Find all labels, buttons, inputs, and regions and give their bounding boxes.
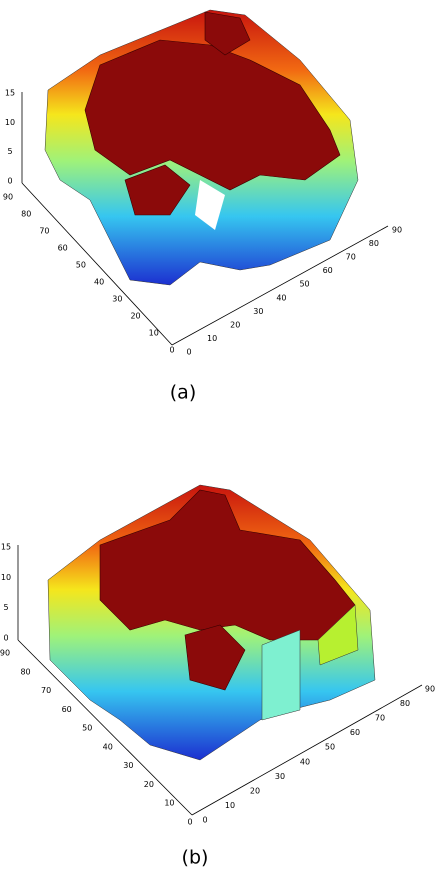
surface-top	[204, 11, 251, 56]
left-tick-label: 30	[123, 761, 133, 770]
right-tick-label: 50	[299, 280, 309, 289]
right-tick-label: 0	[202, 816, 207, 825]
hole	[195, 180, 225, 230]
left-tick-label: 50	[82, 724, 92, 733]
z-tick-label: 15	[1, 543, 11, 552]
left-tick-label: 30	[112, 295, 122, 304]
left-tick-label: 0	[169, 346, 174, 355]
surface-top	[124, 164, 191, 216]
right-tick-label: 0	[186, 348, 191, 357]
left-tick-label: 60	[58, 244, 68, 253]
left-tick-label: 20	[144, 780, 154, 789]
z-tick-label: 0	[7, 177, 12, 186]
right-tick-label: 30	[253, 307, 263, 316]
right-tick-label: 80	[400, 699, 410, 708]
z-tick-label: 10	[1, 573, 11, 582]
left-tick-label: 0	[187, 818, 192, 827]
right-tick-label: 10	[225, 801, 235, 810]
right-tick-label: 40	[276, 293, 286, 302]
right-tick-label: 40	[300, 757, 310, 766]
z-tick-label: 5	[7, 147, 12, 156]
left-tick-label: 80	[20, 667, 30, 676]
z-tick-label: 15	[5, 89, 15, 98]
left-tick-label: 20	[130, 312, 140, 321]
right-tick-label: 60	[350, 728, 360, 737]
left-tick-label: 40	[103, 742, 113, 751]
surface-top	[184, 624, 246, 691]
axis-line	[17, 639, 193, 816]
left-tick-label: 70	[39, 227, 49, 236]
right-tick-label: 20	[250, 786, 260, 795]
left-tick-label: 70	[41, 686, 51, 695]
surface-b	[17, 484, 423, 816]
flat-face	[317, 604, 359, 666]
left-tick-label: 50	[76, 261, 86, 270]
right-tick-label: 90	[425, 685, 435, 694]
caption: (a)	[170, 382, 196, 404]
axis-line	[171, 225, 389, 346]
axis-line	[191, 684, 423, 816]
left-tick-label: 10	[164, 799, 174, 808]
surface-top	[84, 39, 341, 191]
right-tick-label: 50	[325, 743, 335, 752]
caption: (b)	[182, 847, 209, 869]
right-tick-label: 80	[369, 239, 379, 248]
left-tick-label: 40	[94, 278, 104, 287]
right-tick-label: 10	[207, 334, 217, 343]
left-tick-label: 60	[62, 705, 72, 714]
left-tick-label: 80	[21, 210, 31, 219]
left-tick-label: 90	[3, 193, 13, 202]
z-tick-label: 0	[3, 634, 8, 643]
right-tick-label: 90	[392, 226, 402, 235]
z-tick-label: 10	[5, 118, 15, 127]
right-tick-label: 60	[323, 266, 333, 275]
right-tick-label: 20	[230, 320, 240, 329]
right-tick-label: 30	[275, 772, 285, 781]
left-tick-label: 10	[149, 329, 159, 338]
right-tick-label: 70	[375, 714, 385, 723]
left-tick-label: 90	[0, 649, 10, 658]
surface-top	[99, 489, 356, 641]
surface-a	[21, 9, 389, 346]
axis-line	[21, 182, 173, 346]
flat-face	[261, 629, 301, 721]
right-tick-label: 70	[346, 253, 356, 262]
z-tick-label: 5	[3, 603, 8, 612]
